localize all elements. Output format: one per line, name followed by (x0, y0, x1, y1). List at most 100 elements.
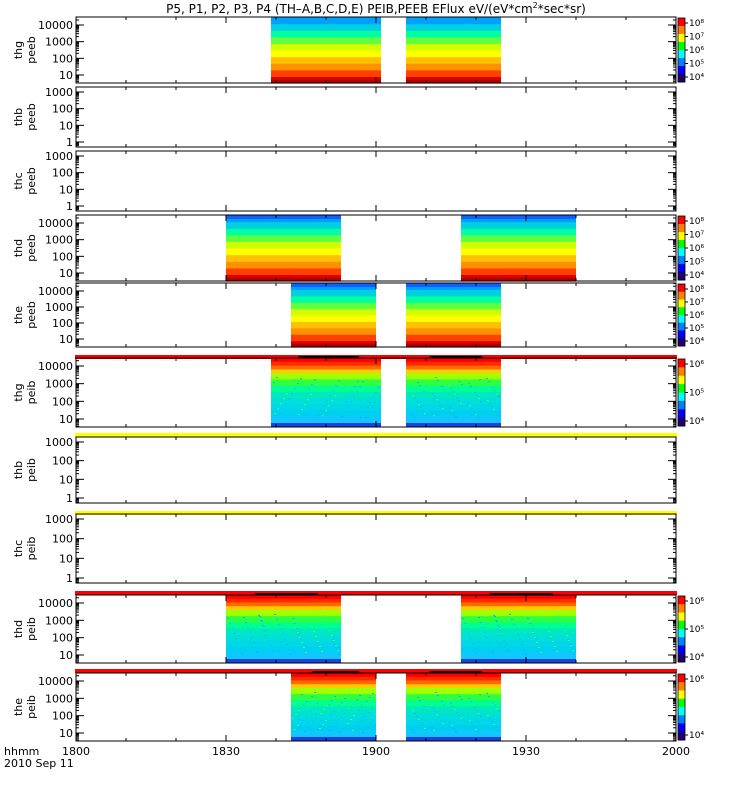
y-tick-label: 10 (59, 727, 73, 740)
flux-speckle (341, 416, 343, 418)
flux-band (226, 640, 341, 648)
flux-band (226, 228, 341, 236)
flux-speckle (533, 632, 535, 634)
y-tick-label: 10 (59, 413, 73, 426)
panel-thd-peib: 10000 1000 100 10 thd peib 10⁶ 10⁵ 10⁴ (12, 593, 704, 673)
flux-speckle (356, 698, 358, 700)
flux-speckle (294, 622, 296, 624)
flux-speckle (313, 706, 315, 708)
flux-speckle (469, 719, 471, 721)
flux-band (271, 361, 381, 367)
flux-band (461, 628, 576, 636)
flux-speckle (474, 392, 476, 394)
flux-speckle (496, 707, 498, 709)
flux-speckle (406, 377, 408, 379)
flux-band (406, 43, 501, 51)
flux-speckle (417, 696, 419, 698)
flux-speckle (564, 629, 566, 631)
flux-speckle (362, 381, 364, 383)
flux-speckle (307, 726, 309, 728)
y-tick-label: 10 (59, 183, 73, 196)
spectrogram-block-1 (291, 283, 376, 348)
flux-speckle (567, 638, 569, 640)
flux-speckle (363, 716, 365, 718)
flux-speckle (442, 408, 444, 410)
flux-speckle (301, 641, 303, 643)
y-tick-label: 10 (59, 69, 73, 82)
flux-speckle (294, 728, 296, 730)
colorbar-tick-label: 10⁵ (689, 625, 704, 635)
flux-speckle (334, 395, 336, 397)
flux-speckle (548, 630, 550, 632)
flux-band (271, 379, 381, 387)
flux-speckle (349, 692, 351, 694)
status-bar-yellow (75, 433, 677, 437)
flux-speckle (331, 634, 333, 636)
flux-speckle (527, 617, 529, 619)
flux-speckle (305, 715, 307, 717)
flux-speckle (333, 710, 335, 712)
flux-speckle (271, 377, 273, 379)
flux-speckle (313, 389, 315, 391)
flux-speckle (458, 714, 460, 716)
colorbar-segment (678, 596, 685, 605)
flux-band (226, 248, 341, 256)
flux-speckle (280, 403, 282, 405)
colorbar-segment (678, 291, 685, 300)
block-marker (429, 671, 482, 673)
flux-speckle (494, 390, 496, 392)
spectrogram-block-1 (271, 17, 381, 84)
flux-band (291, 673, 376, 678)
flux-speckle (290, 653, 292, 655)
flux-band (406, 398, 501, 405)
block-marker (298, 356, 359, 358)
flux-speckle (288, 398, 290, 400)
colorbar: 10⁶ 10⁴ (677, 673, 704, 741)
colorbar-tick-label: 10⁵ (689, 258, 704, 268)
flux-speckle (461, 698, 463, 700)
colorbar-segment (678, 240, 685, 249)
flux-band (461, 640, 576, 648)
flux-band-bottom (406, 344, 501, 347)
flux-speckle (332, 638, 334, 640)
flux-speckle (412, 709, 414, 711)
flux-speckle (328, 703, 330, 705)
flux-band (406, 36, 501, 44)
flux-speckle (477, 417, 479, 419)
figure-title: P5, P1, P2, P3, P4 (TH–A,B,C,D,E) PEIB,P… (166, 1, 586, 16)
y-tick-label: 100 (52, 533, 73, 546)
colorbar-segment (678, 272, 685, 281)
flux-speckle (340, 716, 342, 718)
flux-band (271, 63, 381, 71)
colorbar-segment (678, 307, 685, 316)
flux-speckle (354, 699, 356, 701)
flux-speckle (505, 644, 507, 646)
y-tick-label: 10000 (38, 19, 73, 32)
flux-speckle (279, 413, 281, 415)
flux-band (406, 379, 501, 387)
flux-speckle (343, 712, 345, 714)
flux-band (461, 221, 576, 229)
flux-speckle (501, 634, 503, 636)
flux-speckle (460, 403, 462, 405)
colorbar-frame (677, 673, 686, 741)
flux-speckle (566, 634, 568, 636)
flux-speckle (416, 401, 418, 403)
flux-speckle (301, 409, 303, 411)
panel-thd-peeb: 10000 1000 100 10 thd peeb 10⁸ 10⁷ 10⁶ 10⁵ 10⁴ (12, 214, 704, 282)
flux-band (406, 69, 501, 77)
flux-speckle (317, 415, 319, 417)
flux-speckle (538, 646, 540, 648)
flux-speckle (325, 410, 327, 412)
colorbar-tick-label: 10⁶ (689, 675, 704, 685)
flux-band (461, 267, 576, 275)
colorbar-segment (678, 612, 685, 622)
flux-speckle (452, 705, 454, 707)
flux-speckle (414, 398, 416, 400)
flux-band (226, 234, 341, 242)
flux-speckle (487, 400, 489, 402)
flux-band (291, 676, 376, 682)
flux-band-bottom (226, 659, 341, 663)
flux-speckle (359, 694, 361, 696)
flux-speckle (406, 691, 408, 693)
